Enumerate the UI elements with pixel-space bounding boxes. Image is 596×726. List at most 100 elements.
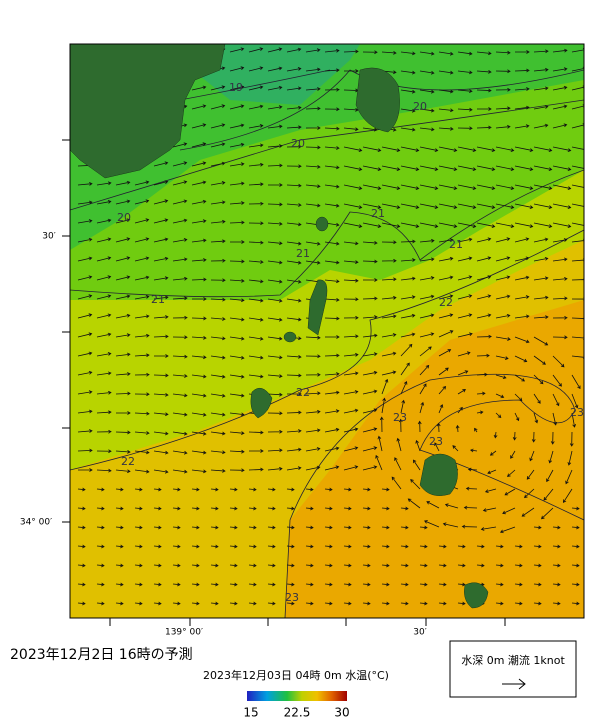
arrow (77, 182, 93, 186)
arrow (286, 525, 295, 530)
arrow (381, 50, 397, 55)
arrow (172, 218, 188, 224)
arrow (305, 241, 321, 246)
arrow (381, 378, 389, 395)
arrow (153, 487, 162, 492)
arrow (533, 374, 544, 385)
arrow (400, 343, 413, 357)
arrow (400, 295, 416, 300)
arrow (267, 144, 283, 148)
arrow (229, 259, 245, 264)
arrow (267, 429, 283, 434)
arrow (533, 544, 542, 549)
arrow (419, 276, 435, 281)
contour-label: 21 (449, 238, 463, 251)
arrow (343, 297, 359, 302)
arrow (248, 544, 257, 549)
arrow (541, 507, 554, 520)
arrow (229, 355, 245, 360)
arrow (248, 487, 257, 492)
contour (179, 69, 584, 151)
arrow (267, 66, 283, 72)
arrow (476, 313, 492, 319)
arrow (474, 427, 478, 433)
arrow (153, 334, 169, 339)
arrow (96, 582, 105, 587)
arrow (324, 506, 333, 511)
arrow (172, 563, 181, 568)
arrow (400, 70, 416, 75)
arrow (305, 409, 321, 414)
arrow (343, 241, 359, 246)
arrow (248, 240, 264, 245)
arrow (229, 393, 245, 398)
arrow (571, 184, 584, 188)
arrow (381, 203, 401, 209)
arrow (381, 184, 401, 190)
arrow (267, 563, 276, 568)
arrow (248, 582, 257, 587)
arrow (248, 47, 264, 53)
arrow (267, 124, 283, 129)
arrow (96, 275, 112, 281)
lon-label: 139° 00′ (165, 628, 203, 638)
arrow (286, 410, 302, 415)
arrow (381, 165, 401, 171)
arrow (548, 450, 554, 464)
arrow (476, 372, 488, 377)
arrow (343, 371, 359, 376)
arrow (362, 127, 378, 132)
arrow (77, 429, 93, 433)
arrow (77, 487, 86, 492)
arrow (524, 488, 535, 499)
arrow (305, 126, 321, 130)
arrow (514, 68, 530, 73)
arrow (343, 390, 359, 395)
arrow (457, 370, 469, 376)
arrow (514, 124, 530, 129)
arrow (514, 544, 523, 549)
contour (70, 99, 584, 211)
arrow (324, 427, 340, 433)
arrow (514, 412, 520, 422)
arrow (172, 469, 188, 474)
arrow (400, 222, 420, 228)
arrow (457, 107, 473, 112)
arrow (96, 449, 112, 454)
arrow (343, 146, 363, 152)
arrow (476, 107, 492, 111)
arrow (153, 276, 169, 281)
arrow (400, 89, 416, 94)
lat-label: 34° 00′ (20, 518, 52, 528)
arrow (77, 582, 86, 587)
arrow (267, 298, 283, 303)
arrow (362, 487, 371, 492)
arrow (419, 146, 439, 152)
arrow (419, 525, 428, 530)
arrow (571, 165, 584, 169)
arrow (381, 582, 390, 587)
arrow (362, 146, 382, 152)
arrow (533, 256, 549, 262)
arrow (495, 146, 515, 152)
arrow (514, 563, 523, 568)
arrow (362, 296, 378, 301)
arrow (476, 410, 484, 415)
arrow (229, 336, 245, 341)
arrow (267, 85, 283, 91)
arrow (305, 184, 321, 189)
arrow (210, 601, 219, 606)
arrow (115, 582, 124, 587)
arrow (96, 601, 105, 606)
arrow (531, 431, 536, 443)
arrow (305, 506, 314, 511)
arrow (248, 260, 264, 264)
arrow (343, 563, 352, 568)
arrow (476, 391, 486, 396)
contour-label: 23 (393, 411, 407, 424)
arrow (391, 476, 402, 490)
arrow (286, 125, 302, 130)
arrow (210, 563, 219, 568)
arrow (267, 525, 276, 530)
arrow (533, 165, 553, 171)
